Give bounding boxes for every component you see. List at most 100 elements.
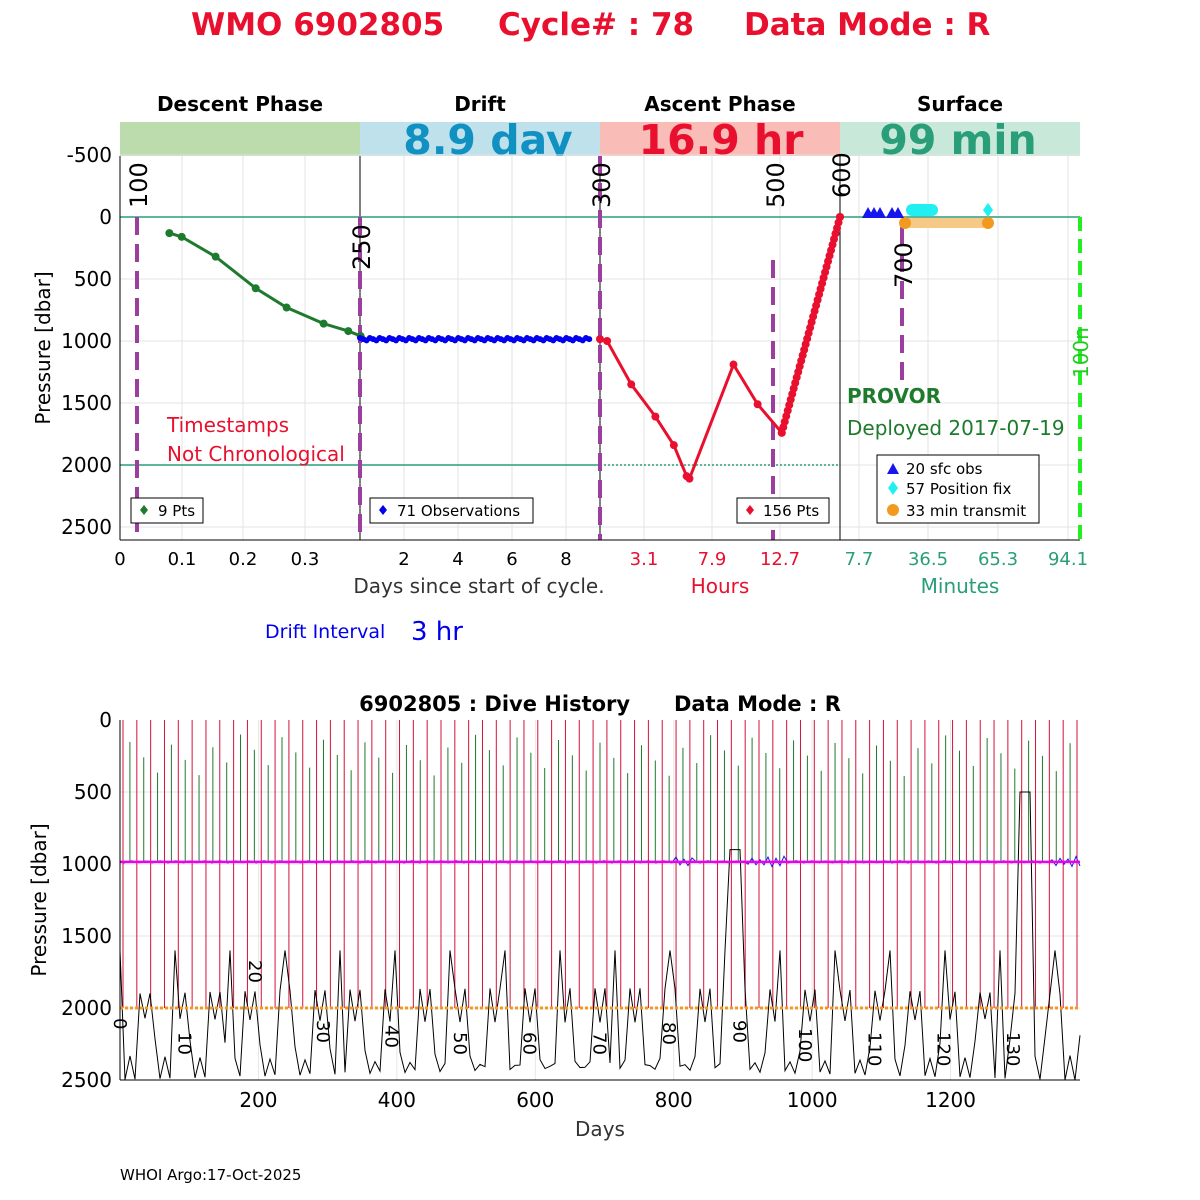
drift-interval-label: Drift Interval <box>265 621 385 643</box>
marker-label-300: 300 <box>588 162 616 208</box>
ascent-point <box>596 335 604 344</box>
sfc-obs-legend-label: 20 sfc obs <box>906 460 983 478</box>
dive-x-axis-label: Days <box>575 1117 625 1141</box>
dive-y-ticks: 0 500 1000 1500 2000 2500 <box>61 708 112 1092</box>
timestamps-note-1: Timestamps <box>166 413 289 437</box>
figure-title: WMO 6902805 Cycle# : 78 Data Mode : R <box>191 7 991 43</box>
marker-label-250: 250 <box>348 224 376 270</box>
cycle-number-label: 50 <box>449 1032 470 1055</box>
dive-profile-bars <box>122 720 1078 1008</box>
cycle-marker-labels: 100 250 300 500 600 700 100n <box>125 152 1093 378</box>
x-axis-label-days: Days since start of cycle. <box>353 574 604 598</box>
marker-label-100: 100 <box>125 162 153 208</box>
cycle-number-label: 80 <box>658 1022 679 1045</box>
dive-x-ticks: 200 400 600 800 1000 1200 <box>239 1088 976 1112</box>
ascent-point <box>836 213 844 221</box>
sfc-obs-markers <box>862 207 904 218</box>
y-tick-label: 1500 <box>61 391 112 415</box>
dive-history-title: 6902805 : Dive History Data Mode : R <box>359 692 841 716</box>
top-y-ticks: -500 0 500 1000 1500 2000 2500 <box>61 143 112 539</box>
cycle-number-label: 110 <box>863 1032 884 1066</box>
descent-point <box>344 327 353 336</box>
x-tick-label: 65.3 <box>978 549 1018 570</box>
drift-legend-label: 71 Observations <box>397 502 520 520</box>
ascent-band <box>600 122 840 156</box>
top-y-axis-label: Pressure [dbar] <box>31 271 55 424</box>
x-tick-label: 4 <box>452 549 463 570</box>
descent-legend: 9 Pts <box>130 497 204 524</box>
ascent-phase-header: Ascent Phase <box>644 92 795 116</box>
title-mode: Data Mode : R <box>744 7 991 43</box>
y-tick-label: 2500 <box>61 515 112 539</box>
x-tick-label: 0.3 <box>291 549 320 570</box>
transmit-point <box>899 217 911 229</box>
deployment-date: Deployed 2017-07-19 <box>847 416 1065 440</box>
top-x-ticks: 0 0.1 0.2 0.3 2 4 6 8 3.1 7.9 12.7 7.7 3… <box>114 549 1088 570</box>
x-axis-label-minutes: Minutes <box>921 574 1000 598</box>
legend-marker <box>888 481 898 495</box>
x-tick-label: 12.7 <box>760 549 800 570</box>
title-wmo: WMO 6902805 <box>191 7 444 43</box>
marker-label-500: 500 <box>762 162 790 208</box>
timestamps-note-2: Not Chronological <box>167 442 345 466</box>
legend-marker <box>887 463 899 474</box>
marker-label-100n: 100n <box>1069 327 1093 378</box>
y-tick-label: 1000 <box>61 852 112 876</box>
drift-point <box>586 336 593 343</box>
x-tick-label: 200 <box>239 1088 277 1112</box>
position-fix-cluster <box>906 204 938 216</box>
position-fix-point <box>983 203 993 217</box>
top-plot-area: 100 250 300 500 600 700 100n <box>119 152 1093 541</box>
x-tick-label: 400 <box>378 1088 416 1112</box>
title-cycle: Cycle# : 78 <box>498 7 694 43</box>
drift-band <box>360 122 600 156</box>
ascent-point <box>603 337 612 345</box>
descent-point <box>319 319 328 328</box>
marker-label-700: 700 <box>890 242 918 288</box>
marker-label-600: 600 <box>828 152 856 198</box>
y-tick-label: -500 <box>67 143 112 167</box>
x-axis-label-hours: Hours <box>691 574 750 598</box>
cycle-number-label: 60 <box>519 1032 540 1055</box>
legend-marker <box>379 505 387 515</box>
sfc-obs-point <box>892 207 904 218</box>
descent-point <box>211 252 220 261</box>
cycle-markers <box>135 156 904 540</box>
cycle-number-label: 40 <box>380 1025 401 1048</box>
ascent-point <box>627 380 636 389</box>
ascent-point <box>685 474 694 483</box>
y-tick-label: 2000 <box>61 453 112 477</box>
cycle-number-label: 100 <box>794 1028 815 1062</box>
legend-marker <box>746 505 754 515</box>
surface-band <box>840 122 1080 156</box>
float-type: PROVOR <box>847 384 941 408</box>
x-tick-label: 7.9 <box>698 549 727 570</box>
footer-credit: WHOI Argo:17-Oct-2025 <box>120 1166 302 1184</box>
sfc-obs-point <box>874 207 886 218</box>
descent-point <box>282 303 291 312</box>
legend-marker <box>887 504 899 516</box>
transmit-bar <box>904 218 988 228</box>
y-tick-label: 500 <box>74 780 112 804</box>
x-tick-label: 800 <box>655 1088 693 1112</box>
x-tick-label: 7.7 <box>845 549 874 570</box>
x-tick-label: 6 <box>506 549 517 570</box>
x-tick-label: 36.5 <box>908 549 948 570</box>
cycle-number-label: 30 <box>312 1020 333 1043</box>
x-tick-label: 0.2 <box>229 549 258 570</box>
ascent-point <box>753 400 762 409</box>
drift-series <box>357 334 593 344</box>
ascent-point <box>651 412 660 421</box>
cycle-number-label: 90 <box>728 1020 749 1043</box>
y-tick-label: 2500 <box>61 1068 112 1092</box>
surface-phase-header: Surface <box>917 92 1003 116</box>
x-tick-label: 600 <box>516 1088 554 1112</box>
phase-headers: Descent Phase Drift Ascent Phase Surface <box>157 92 1003 116</box>
descent-point <box>165 229 174 238</box>
legend-marker <box>140 505 148 515</box>
surface-legend: 20 sfc obs 57 Position fix 33 min transm… <box>876 454 1040 524</box>
drift-legend: 71 Observations <box>369 497 534 524</box>
ascent-legend-label: 156 Pts <box>763 502 819 520</box>
x-tick-label: 0.1 <box>168 549 197 570</box>
